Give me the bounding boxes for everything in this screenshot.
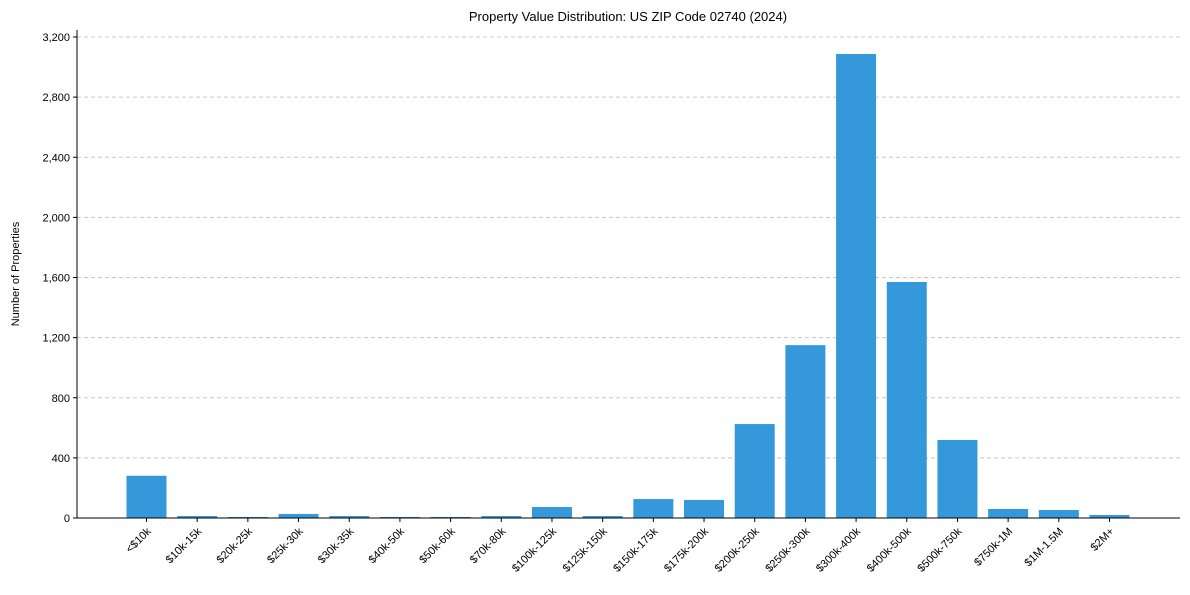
bar (886, 282, 927, 518)
y-axis-label: Number of Properties (10, 221, 22, 326)
bar (329, 516, 370, 518)
y-tick-label: 1,200 (42, 333, 70, 345)
x-tick-label: $25k-30k (265, 525, 306, 566)
x-tick-label: $150k-175k (611, 525, 660, 574)
bar (1089, 514, 1130, 518)
bar (836, 53, 877, 518)
x-tick-label: $175k-200k (662, 525, 711, 574)
bar (633, 499, 674, 518)
y-tick-label: 800 (52, 393, 70, 405)
x-tick-label: <$10k (124, 525, 154, 555)
y-tick-label: 1,600 (42, 273, 70, 285)
bar (531, 507, 572, 518)
y-tick-label: 2,400 (42, 152, 70, 164)
x-tick-label: $200k-250k (713, 525, 762, 574)
y-tick-label: 400 (52, 453, 70, 465)
y-axis-ticks: 0 400 800 1,200 1,600 2,000 2,400 2,800 3,200 (42, 32, 77, 525)
x-tick-label: $50k-60k (417, 525, 458, 566)
bar (177, 516, 218, 518)
x-tick-label: $125k-150k (561, 525, 610, 574)
x-tick-label: $750k-1M (972, 526, 1015, 569)
x-tick-label: $1M-1.5M (1022, 526, 1066, 570)
y-tick-label: 2,000 (42, 212, 70, 224)
x-tick-label: $10k-15k (164, 525, 205, 566)
bar (684, 499, 725, 518)
bar (785, 345, 826, 518)
x-tick-label: $100k-125k (510, 525, 559, 574)
bars (126, 53, 1130, 518)
y-tick-label: 2,800 (42, 92, 70, 104)
x-tick-label: $20k-25k (214, 525, 255, 566)
x-tick-label: $40k-50k (367, 525, 408, 566)
x-axis-ticks: <$10k $10k-15k $20k-25k $25k-30k $30k-35k $40… (124, 518, 1117, 575)
bar (227, 516, 268, 518)
bar (1038, 510, 1079, 518)
bar (937, 439, 978, 518)
x-tick-label: $300k-400k (814, 525, 863, 574)
bar (582, 516, 623, 518)
bar (734, 424, 775, 518)
x-tick-label: $500k-750k (915, 525, 964, 574)
bar (126, 475, 167, 518)
chart-title: Property Value Distribution: US ZIP Code… (469, 9, 787, 24)
bar (481, 516, 522, 518)
bar (988, 508, 1029, 518)
x-tick-label: $70k-80k (468, 525, 509, 566)
x-tick-label: $400k-500k (865, 525, 914, 574)
y-tick-label: 3,200 (42, 32, 70, 44)
grid-lines (77, 36, 1180, 459)
bar (430, 516, 471, 518)
y-tick-label: 0 (64, 513, 70, 525)
x-tick-label: $250k-300k (763, 525, 812, 574)
x-tick-label: $30k-35k (316, 525, 357, 566)
x-tick-label: $2M+ (1088, 526, 1116, 554)
bar (278, 513, 319, 518)
bar (379, 516, 420, 518)
